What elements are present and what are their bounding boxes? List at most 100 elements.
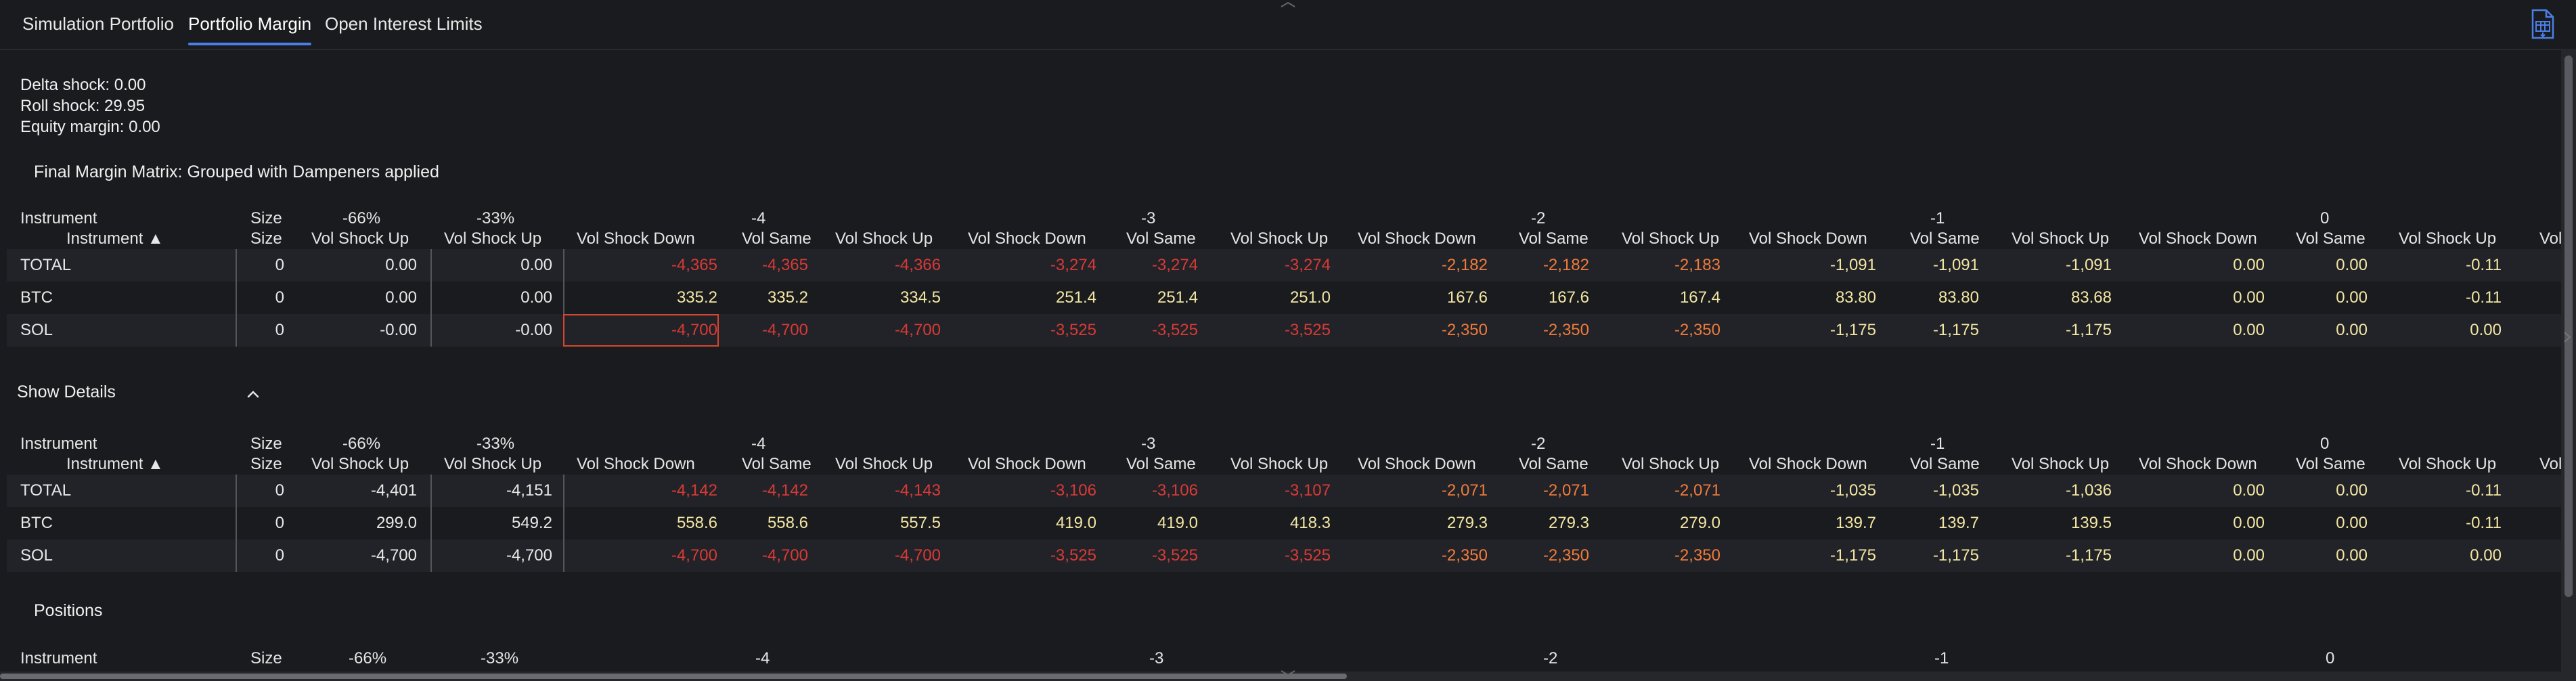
margin-value-cell[interactable]: -4,151	[506, 481, 552, 500]
margin-value-cell[interactable]: -1,175	[1932, 321, 1979, 339]
margin-value-cell[interactable]: -1,175	[1829, 321, 1876, 339]
vertical-scrollbar[interactable]	[2561, 49, 2576, 672]
margin-value-cell[interactable]: 167.6	[1446, 288, 1488, 307]
margin-value-cell[interactable]: -0.11	[2466, 256, 2502, 274]
column-header[interactable]: Vol Shock Down	[2139, 455, 2257, 473]
margin-value-cell[interactable]: 418.3	[1289, 514, 1331, 532]
header-group-2[interactable]: -66%	[342, 209, 381, 227]
column-header[interactable]: Vol Same	[1126, 229, 1196, 248]
column-header[interactable]: Vol Shock Up	[444, 455, 542, 473]
margin-value-cell[interactable]: 0.00	[385, 288, 417, 307]
header-group-7[interactable]: -1	[1930, 209, 1945, 227]
margin-value-cell[interactable]: 0.00	[520, 288, 552, 307]
margin-value-cell[interactable]: 299.0	[376, 514, 417, 532]
margin-value-cell[interactable]: 558.6	[767, 514, 808, 532]
margin-value-cell[interactable]: -3,525	[1284, 546, 1331, 565]
margin-value-cell[interactable]: -4,700	[761, 321, 808, 339]
margin-value-cell[interactable]: -3,525	[1151, 546, 1198, 565]
margin-value-cell[interactable]: 0.00	[2233, 288, 2265, 307]
margin-value-cell[interactable]: 83.80	[1835, 288, 1876, 307]
margin-value-cell[interactable]: 0.00	[2233, 514, 2265, 532]
margin-value-cell[interactable]: 0.00	[2336, 256, 2368, 274]
column-header[interactable]: Vol Shock Down	[968, 455, 1086, 473]
margin-value-cell[interactable]: 334.5	[900, 288, 941, 307]
header-group-8[interactable]: 0	[2326, 649, 2335, 667]
margin-value-cell[interactable]: 139.7	[1835, 514, 1876, 532]
margin-value-cell[interactable]: -1,091	[1829, 256, 1876, 274]
margin-value-cell[interactable]: 0	[275, 321, 284, 339]
margin-value-cell[interactable]: -1,035	[1932, 481, 1979, 500]
margin-value-cell[interactable]: -4,366	[894, 256, 941, 274]
column-header[interactable]: Vol Shock Up	[1230, 229, 1329, 248]
margin-value-cell[interactable]: 0.00	[2470, 546, 2502, 565]
margin-value-cell[interactable]: -4,700	[506, 546, 552, 565]
margin-value-cell[interactable]: 0.00	[2233, 481, 2265, 500]
margin-value-cell[interactable]: 0.00	[2336, 321, 2368, 339]
column-header[interactable]: Vol Shock Down	[577, 455, 695, 473]
header-group-5[interactable]: -3	[1141, 435, 1156, 453]
column-header[interactable]: Vol Same	[1910, 455, 1980, 473]
margin-value-cell[interactable]: -4,700	[671, 546, 717, 565]
margin-value-cell[interactable]: -4,700	[894, 321, 941, 339]
column-header[interactable]: Vol Shock Up	[1230, 455, 1329, 473]
margin-value-cell[interactable]: -3,107	[1284, 481, 1331, 500]
margin-value-cell[interactable]: -3,525	[1050, 321, 1096, 339]
margin-value-cell[interactable]: -2,350	[1441, 321, 1488, 339]
margin-value-cell[interactable]: -2,350	[1674, 321, 1720, 339]
vertical-scroll-thumb[interactable]	[2564, 56, 2573, 597]
header-group-3[interactable]: -33%	[481, 649, 519, 667]
margin-value-cell[interactable]: -4,142	[761, 481, 808, 500]
margin-value-cell[interactable]: -3,274	[1284, 256, 1331, 274]
column-header[interactable]: Vol Same	[1910, 229, 1980, 248]
header-group-5[interactable]: -3	[1149, 649, 1164, 667]
margin-value-cell[interactable]: 251.0	[1289, 288, 1331, 307]
header-group-7[interactable]: -1	[1930, 435, 1945, 453]
column-header[interactable]: Vol Same	[1126, 455, 1196, 473]
margin-value-cell[interactable]: 0.00	[520, 256, 552, 274]
column-header[interactable]: Vol Shock Up	[2012, 229, 2110, 248]
margin-value-cell[interactable]: -3,106	[1151, 481, 1198, 500]
margin-value-cell[interactable]: 167.6	[1548, 288, 1589, 307]
tab-portfolio-margin[interactable]: Portfolio Margin	[188, 14, 312, 45]
margin-value-cell[interactable]: -1,175	[2065, 546, 2112, 565]
column-header[interactable]: Size	[250, 455, 282, 473]
margin-value-cell[interactable]: 0.00	[2233, 321, 2265, 339]
margin-value-cell[interactable]: 0.00	[2336, 288, 2368, 307]
header-group-2[interactable]: -66%	[342, 435, 381, 453]
header-group-6[interactable]: -2	[1531, 209, 1546, 227]
margin-value-cell[interactable]: 0.00	[385, 256, 417, 274]
column-header[interactable]: Vol Shock Down	[577, 229, 695, 248]
margin-value-cell[interactable]: 0	[275, 546, 284, 565]
margin-value-cell[interactable]: 335.2	[767, 288, 808, 307]
header-group-3[interactable]: -33%	[476, 209, 515, 227]
margin-value-cell[interactable]: -2,350	[1542, 321, 1589, 339]
margin-value-cell[interactable]: -1,175	[1932, 546, 1979, 565]
margin-value-cell[interactable]: 83.80	[1938, 288, 1979, 307]
resize-handle-bottom-icon[interactable]	[1279, 669, 1297, 677]
column-header[interactable]: Size	[250, 229, 282, 248]
column-header[interactable]: Vol Shock Down	[1749, 229, 1867, 248]
margin-value-cell[interactable]: -3,525	[1050, 546, 1096, 565]
margin-value-cell[interactable]: 83.68	[2070, 288, 2112, 307]
header-group-7[interactable]: -1	[1934, 649, 1949, 667]
margin-value-cell[interactable]: -1,091	[2065, 256, 2112, 274]
column-header[interactable]: Vol Same	[2296, 229, 2366, 248]
margin-value-cell[interactable]: -4,143	[894, 481, 941, 500]
margin-value-cell[interactable]: -2,350	[1441, 546, 1488, 565]
resize-handle-top-icon[interactable]	[1279, 1, 1297, 8]
margin-value-cell[interactable]: -4,365	[671, 256, 717, 274]
column-header[interactable]: Vol Same	[742, 229, 812, 248]
margin-value-cell[interactable]: 0	[275, 256, 284, 274]
margin-value-cell[interactable]: -0.00	[380, 321, 417, 339]
spreadsheet-export-icon[interactable]	[2527, 8, 2557, 41]
header-group-3[interactable]: -33%	[476, 435, 515, 453]
margin-value-cell[interactable]: 251.4	[1157, 288, 1198, 307]
margin-value-cell[interactable]: -0.11	[2466, 481, 2502, 500]
margin-value-cell[interactable]: -1,035	[1829, 481, 1876, 500]
column-header[interactable]: Vol Same	[742, 455, 812, 473]
margin-value-cell[interactable]: -2,183	[1674, 256, 1720, 274]
column-header[interactable]: Vol Shock Up	[1622, 455, 1720, 473]
margin-value-cell[interactable]: -0.11	[2466, 514, 2502, 532]
margin-value-cell[interactable]: 0.00	[2336, 514, 2368, 532]
margin-value-cell[interactable]: 0.00	[2233, 256, 2265, 274]
